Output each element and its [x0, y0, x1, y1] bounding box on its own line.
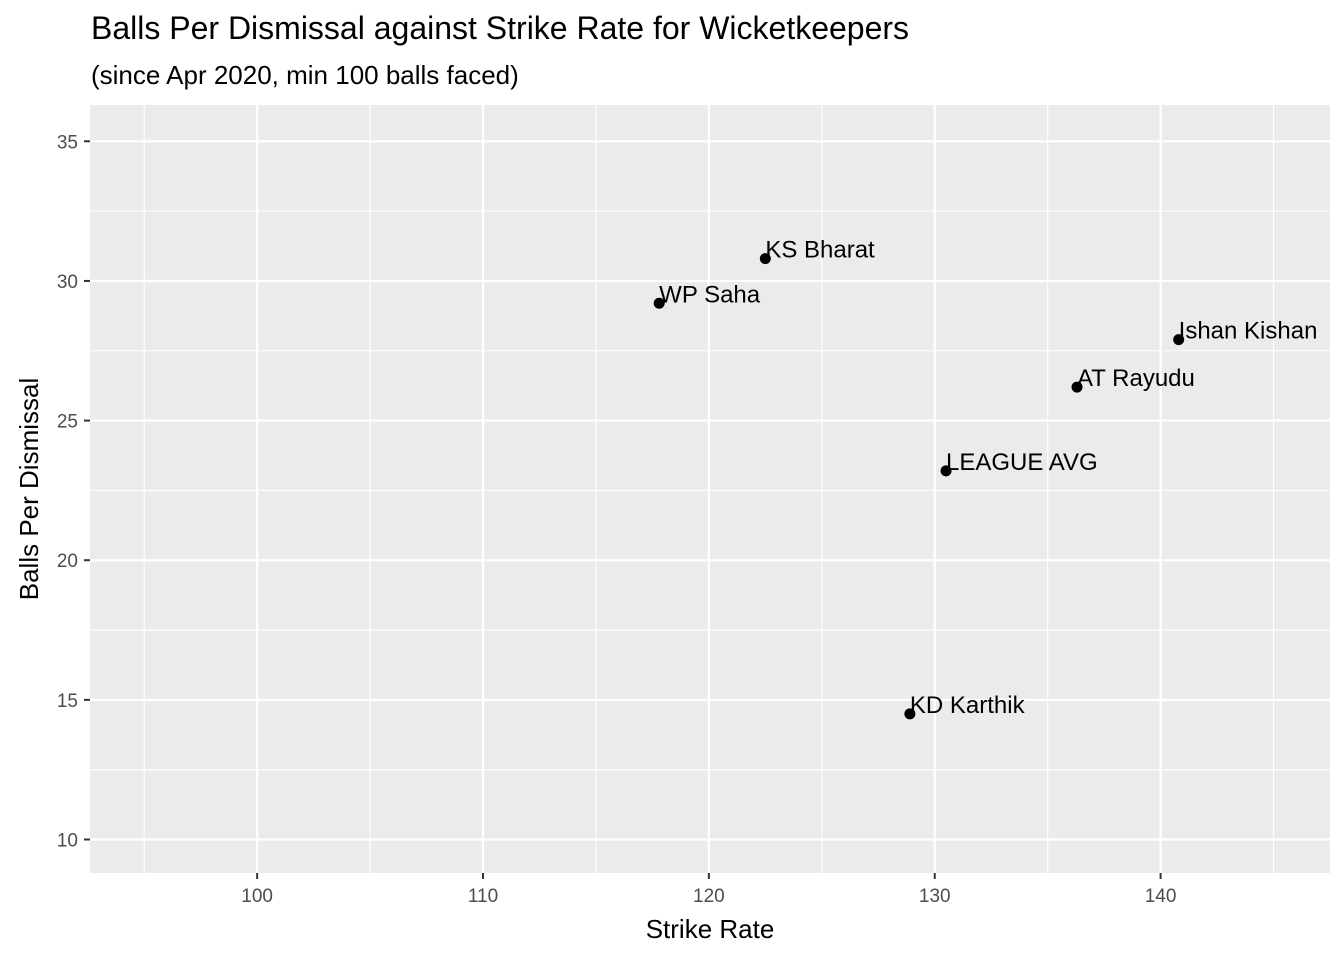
data-points — [653, 253, 1185, 720]
chart-subtitle: (since Apr 2020, min 100 balls faced) — [91, 60, 519, 90]
x-axis-tick-labels: 100 110 120 130 140 — [241, 886, 1176, 907]
plot-panel — [90, 105, 1330, 873]
y-axis-tick-labels: 10 15 20 25 30 35 — [57, 132, 78, 851]
y-tick-label: 25 — [57, 412, 78, 433]
x-tick-label: 140 — [1145, 886, 1177, 907]
x-axis-title: Strike Rate — [646, 914, 775, 944]
grid-major — [90, 105, 1330, 873]
data-point-label: LEAGUE AVG — [946, 449, 1098, 476]
y-tick-label: 10 — [57, 830, 78, 851]
data-point-label: KD Karthik — [910, 692, 1026, 719]
data-point-label: WP Saha — [659, 281, 761, 308]
x-tick-label: 120 — [693, 886, 725, 907]
data-point — [653, 297, 665, 309]
data-point — [904, 708, 916, 720]
data-point-label: KS Bharat — [765, 237, 875, 264]
data-point — [759, 253, 771, 265]
x-tick-label: 100 — [241, 886, 273, 907]
x-tick-label: 130 — [919, 886, 951, 907]
axis-ticks — [84, 140, 1162, 879]
data-point — [1071, 381, 1083, 393]
y-tick-label: 20 — [57, 551, 78, 572]
data-point-label: Ishan Kishan — [1179, 318, 1318, 345]
x-tick-label: 110 — [468, 886, 498, 907]
y-tick-label: 35 — [57, 132, 78, 153]
y-axis-title: Balls Per Dismissal — [14, 378, 44, 601]
data-point — [1173, 334, 1185, 346]
y-tick-label: 15 — [57, 691, 78, 712]
data-point — [940, 465, 952, 477]
y-tick-label: 30 — [57, 272, 78, 293]
data-point-label: AT Rayudu — [1077, 365, 1195, 392]
grid-minor — [90, 105, 1330, 873]
chart-title: Balls Per Dismissal against Strike Rate … — [91, 10, 910, 46]
